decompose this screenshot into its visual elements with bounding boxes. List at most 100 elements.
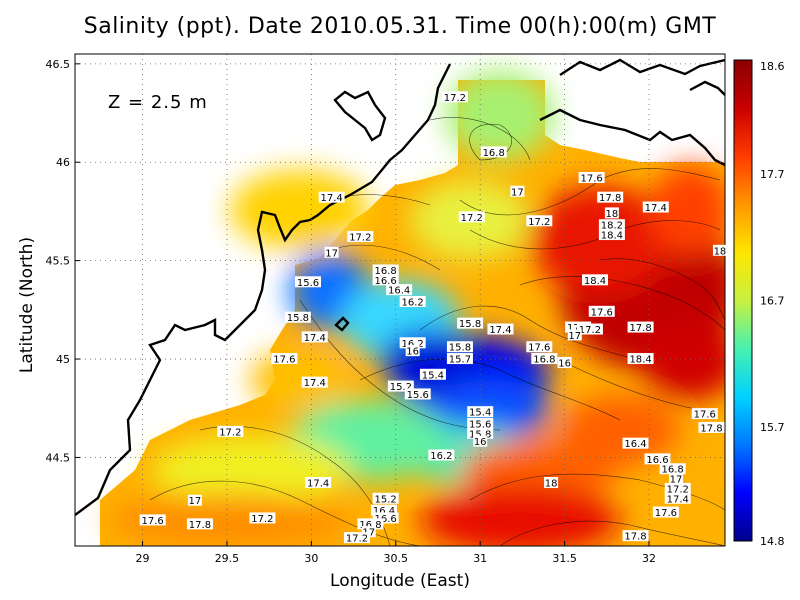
contour-label: 15.6 <box>294 276 321 289</box>
contour-label: 15.7 <box>446 353 473 366</box>
contour-label-bg <box>659 463 686 475</box>
contour-label-bg <box>597 191 624 203</box>
contour-label-bg <box>531 353 558 365</box>
contour-label: 16.4 <box>622 437 649 450</box>
contour-labels: 17.216.81717.217.617.81818.218.417.41817… <box>139 91 727 545</box>
y-tick-label: 45 <box>56 353 70 366</box>
contour-label-bg <box>576 323 603 335</box>
contour-label-text: 16 <box>474 437 487 448</box>
contour-label: 18 <box>544 477 559 490</box>
contour-label: 16.8 <box>531 353 558 366</box>
contour-label: 17.2 <box>458 211 485 224</box>
contour-line <box>599 258 725 321</box>
contour-label: 15.8 <box>446 341 473 354</box>
contour-label: 15.8 <box>457 317 484 330</box>
contour-label: 16.8 <box>480 146 507 159</box>
contour-label-bg <box>664 492 691 504</box>
contour-label-bg <box>467 406 494 418</box>
contour-label: 17.6 <box>691 408 718 421</box>
x-axis: 29 29.5 30 30.5 31 31.5 32 <box>136 541 656 565</box>
contour-label-bg <box>361 526 376 538</box>
contour-line <box>149 480 421 546</box>
coastline <box>75 58 725 516</box>
contour-label-text: 16.4 <box>388 286 410 297</box>
contour-label-bg <box>712 244 727 256</box>
contour-label-bg <box>664 482 691 494</box>
contour-label: 17.6 <box>271 353 298 366</box>
contour-label-bg <box>598 219 625 231</box>
contour-label: 16.8 <box>357 518 384 531</box>
colorbar-label: 17.7 <box>760 168 785 181</box>
contour-label-bg <box>419 368 446 380</box>
x-tick-label: 31.5 <box>552 552 577 565</box>
contour-label: 15.8 <box>467 427 494 440</box>
contour-label-text: 16.2 <box>402 339 424 350</box>
contour-label-bg <box>428 449 455 461</box>
coastline-west <box>75 63 452 516</box>
contour-label-text: 15.6 <box>297 278 319 289</box>
contour-label-text: 17.2 <box>667 484 689 495</box>
contour-label-text: 18 <box>714 246 727 257</box>
contour-label: 17.2 <box>343 532 370 545</box>
contour-label: 16.4 <box>386 284 413 297</box>
contour-label-bg <box>691 408 718 420</box>
contour-label-bg <box>372 492 399 504</box>
contour-label-bg <box>404 388 431 400</box>
contour-label: 15.6 <box>404 388 431 401</box>
contour-label: 17 <box>187 494 202 507</box>
contour-label: 17.2 <box>526 215 553 228</box>
contour-label: 17.8 <box>622 530 649 543</box>
contour-label: 17.6 <box>588 305 615 318</box>
contour-label-text: 18.2 <box>601 221 623 232</box>
contour-label-bg <box>357 518 384 530</box>
contour-label-text: 17.2 <box>444 93 466 104</box>
contour-label: 16 <box>473 435 488 448</box>
contour-label-bg <box>305 477 332 489</box>
y-tick-label: 46 <box>56 156 70 169</box>
contour-label: 16 <box>405 345 420 358</box>
grid-lines <box>75 54 725 546</box>
contour-label-text: 17.8 <box>700 423 722 434</box>
contour-label-text: 15.4 <box>422 370 444 381</box>
contour-label-bg <box>217 425 244 437</box>
x-axis-label: Longitude (East) <box>330 571 470 591</box>
contour-line <box>469 473 725 511</box>
contour-label-text: 17 <box>189 496 202 507</box>
contour-label: 16.8 <box>372 264 399 277</box>
contour-label: 17 <box>567 329 582 342</box>
contour-label: 17.2 <box>664 482 691 495</box>
contour-label: 16.6 <box>644 453 671 466</box>
contour-label-bg <box>399 337 426 349</box>
contour-label-bg <box>457 317 484 329</box>
contour-label: 16.2 <box>428 449 455 462</box>
plot-border <box>74 53 726 547</box>
contour-label-text: 17.2 <box>579 325 601 336</box>
contour-label-text: 16.8 <box>375 266 397 277</box>
contour-label-bg <box>187 494 202 506</box>
contour-line <box>559 359 701 411</box>
contour-label: 17.4 <box>487 323 514 336</box>
contour-label: 17.8 <box>627 321 654 334</box>
contour-label-text: 17 <box>670 475 683 486</box>
contour-label-text: 17.4 <box>320 193 342 204</box>
contour-label-text: 18 <box>545 479 558 490</box>
colorbar-label: 14.8 <box>760 535 785 548</box>
contour-label-text: 16.8 <box>533 355 555 366</box>
contour-label-bg <box>324 246 339 258</box>
x-tick-label: 30.5 <box>384 552 409 565</box>
coastline-north-east <box>559 58 725 77</box>
coastline-east <box>539 108 725 167</box>
x-tick-label: 31 <box>473 552 487 565</box>
contour-label-bg <box>446 353 473 365</box>
contour-label-text: 16.6 <box>646 455 668 466</box>
contour-label-bg <box>526 341 553 353</box>
contour-label-text: 17.4 <box>489 325 511 336</box>
contour-label-bg <box>294 276 321 288</box>
contour-label-bg <box>271 353 298 365</box>
contour-label-text: 17.4 <box>304 333 326 344</box>
contour-label: 17.4 <box>318 191 345 204</box>
contour-label-bg <box>578 171 605 183</box>
y-axis: 44.5 45 45.5 46 46.5 <box>46 58 80 464</box>
contour-label-text: 18.4 <box>629 355 651 366</box>
contour-label-text: 16.6 <box>375 276 397 287</box>
